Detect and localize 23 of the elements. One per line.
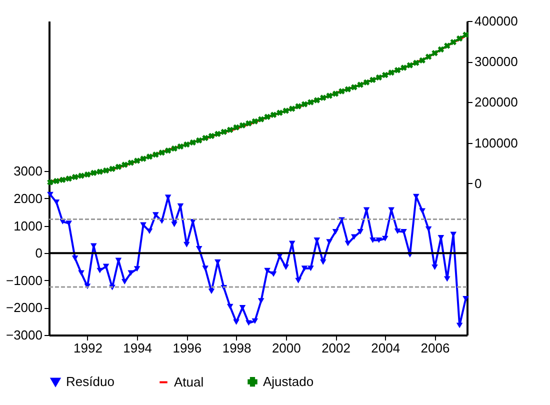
x-tick-label: 1998: [222, 340, 252, 356]
x-tick-label: 2004: [371, 340, 400, 356]
x-tick-label: 2000: [272, 340, 301, 356]
legend-label: Atual: [174, 374, 204, 390]
y2-tick-label: 100000: [474, 135, 518, 150]
y-tick-label: 2000: [14, 190, 42, 206]
y-tick-label: −1000: [6, 272, 42, 288]
y-tick-label: 1000: [14, 218, 42, 234]
x-tick-label: 1994: [123, 340, 152, 356]
y-tick-label: −2000: [6, 300, 42, 316]
y2-tick-label: 200000: [474, 94, 518, 110]
legend-label: Ajustado: [263, 374, 314, 389]
y-tick-label: 0: [35, 246, 42, 261]
y-tick-label: −3000: [6, 328, 42, 342]
legend-label: Resíduo: [66, 374, 114, 390]
y2-tick-label: 300000: [474, 54, 518, 70]
x-tick-label: 1992: [73, 340, 102, 356]
x-tick-label: 1996: [172, 340, 202, 356]
x-tick-label: 2006: [420, 340, 450, 356]
y2-tick-label: 0: [474, 176, 482, 191]
x-tick-label: 2002: [322, 340, 350, 356]
y2-tick-label: 400000: [474, 14, 518, 28]
y-tick-label: 3000: [14, 164, 42, 179]
